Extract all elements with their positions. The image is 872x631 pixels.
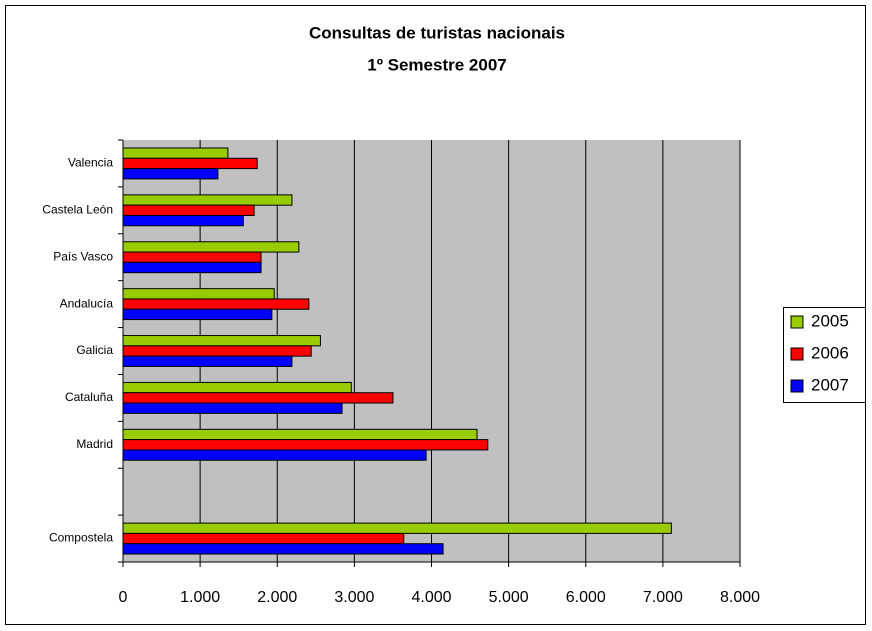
x-tick-label: 2.000 bbox=[257, 589, 297, 606]
bar bbox=[122, 194, 293, 206]
legend-swatch bbox=[790, 379, 804, 393]
bar bbox=[122, 298, 310, 310]
bar bbox=[122, 168, 219, 180]
y-tick-label: Compostela bbox=[49, 531, 113, 545]
bar bbox=[122, 251, 262, 263]
bar bbox=[122, 345, 312, 357]
bar bbox=[122, 381, 352, 394]
bar bbox=[122, 241, 300, 253]
y-tick-label: Galicia bbox=[76, 343, 113, 357]
legend-label: 2005 bbox=[811, 311, 849, 330]
x-tick-label: 5.000 bbox=[489, 589, 529, 606]
legend-label: 2007 bbox=[811, 375, 849, 394]
bar bbox=[122, 522, 672, 534]
chart-title: Consultas de turistas nacionais bbox=[309, 23, 565, 42]
y-tick-label: Cataluña bbox=[65, 390, 113, 404]
bar bbox=[122, 288, 275, 300]
bar bbox=[122, 204, 255, 216]
y-tick-label: Castela León bbox=[42, 203, 113, 217]
bar bbox=[122, 214, 244, 227]
bar bbox=[122, 308, 273, 321]
bar bbox=[122, 402, 343, 414]
legend-label: 2006 bbox=[811, 343, 849, 362]
x-tick-label: 3.000 bbox=[334, 589, 374, 606]
bar bbox=[122, 147, 229, 159]
bar bbox=[122, 392, 394, 404]
bar bbox=[122, 449, 427, 461]
y-tick-label: Andalucía bbox=[60, 296, 114, 310]
bar bbox=[122, 157, 258, 170]
x-tick-label: 7.000 bbox=[643, 589, 683, 606]
x-tick-label: 4.000 bbox=[411, 589, 451, 606]
bar bbox=[122, 543, 444, 555]
x-tick-label: 1.000 bbox=[180, 589, 220, 606]
bar bbox=[122, 532, 405, 545]
legend-swatch bbox=[790, 315, 804, 329]
y-tick-label: País Vasco bbox=[53, 249, 113, 263]
x-tick-label: 0 bbox=[119, 589, 128, 606]
bar bbox=[122, 439, 489, 451]
bar bbox=[122, 355, 293, 367]
y-tick-label: Madrid bbox=[76, 437, 113, 451]
x-tick-label: 8.000 bbox=[720, 589, 760, 606]
legend-swatch bbox=[790, 347, 804, 361]
bar bbox=[122, 335, 321, 347]
bar bbox=[122, 428, 478, 441]
chart-subtitle: 1º Semestre 2007 bbox=[367, 55, 506, 74]
x-tick-label: 6.000 bbox=[566, 589, 606, 606]
bar bbox=[122, 261, 262, 274]
y-tick-label: Valencia bbox=[68, 156, 113, 170]
